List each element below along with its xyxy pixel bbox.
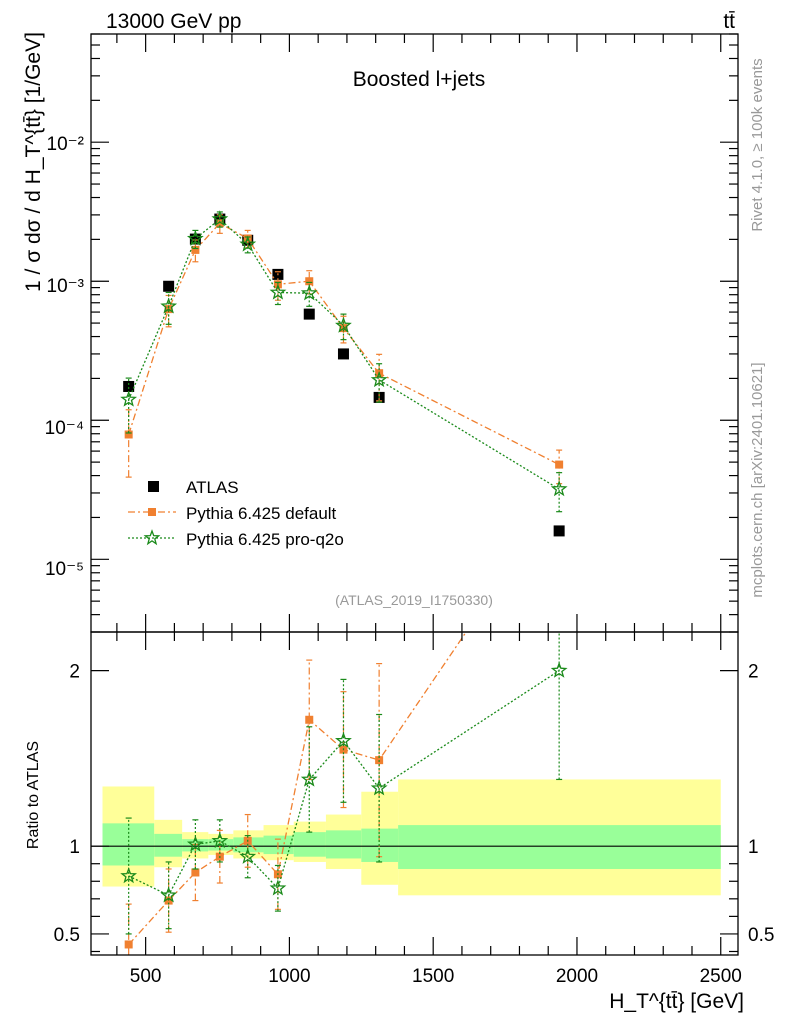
legend-atlas-label: ATLAS [186,478,239,497]
y-tick-label-1e-3: 10⁻³ [47,276,85,297]
process-label: tt̄ [723,10,735,33]
pythia-6-425-default-point [305,277,314,286]
ratio-pythia-6-425-pro-q2o-point [160,886,178,903]
pythia-6-425-pro-q2o-point [269,283,287,300]
pythia-6-425-pro-q2o-point [186,229,204,246]
ratio-pythia-6-425-pro-q2o-line [128,670,560,897]
energy-label: 13000 GeV pp [106,10,241,33]
x-tick-labels: 500 1000 1500 2000 2500 [130,966,742,987]
y-tick-labels: 10⁻² 10⁻³ 10⁻⁴ 10⁻⁵ [45,134,84,580]
ratio-pythia-6-425-default-line [128,632,467,945]
ratio-band-inner [325,830,362,859]
ratio-band-inner [398,825,721,869]
ratio-ticks [91,632,738,955]
pythia-6-425-pro-q2o-point [160,297,178,314]
mcplots-label: mcplots.cern.ch [arXiv:2401.10621] [749,362,766,597]
x-axis-label: H_T^{tt̄} [GeV] [609,990,744,1013]
ratio-y-tick-label-right: 2 [748,662,759,683]
pythia-6-425-pro-q2o-point [550,480,568,497]
ratio-pythia-6-425-pro-q2o-point [370,779,388,796]
rivet-label: Rivet 4.1.0, ≥ 100k events [749,58,766,231]
atlas-point [303,308,315,320]
x-tick-label: 500 [130,966,162,987]
y-tick-label-1e-4: 10⁻⁴ [45,418,84,439]
legend-q2o-label: Pythia 6.425 pro-q2o [186,530,344,549]
ratio-series [120,632,568,955]
legend-q2o-star [143,529,161,546]
watermark: (ATLAS_2019_I1750330) [335,592,493,608]
ratio-y-axis-label: Ratio to ATLAS [25,741,42,849]
ratio-y-tick-label-right: 1 [748,837,759,858]
x-tick-label: 1000 [268,966,310,987]
ratio-band-inner [263,835,294,855]
x-tick-label: 2000 [556,966,598,987]
pythia-6-425-default-point [215,219,224,228]
ratio-pythia-6-425-pro-q2o-point [239,847,257,864]
ratio-pythia-6-425-pro-q2o-point [334,731,352,748]
x-tick-label: 1500 [412,966,454,987]
pythia-6-425-pro-q2o-line [128,218,560,490]
ratio-pythia-6-425-pro-q2o-point [300,770,318,787]
ratio-y-tick-label-left: 2 [69,662,80,683]
legend-default-marker [148,508,156,516]
ratio-uncertainty-bands [102,779,721,896]
pythia-6-425-pro-q2o-point [370,371,388,388]
ratio-y-tick-label-right: 0.5 [748,925,774,946]
pythia-6-425-pro-q2o-point [300,284,318,301]
main-plot: Boosted l+jets (ATLAS_2019_I1750330) 10⁻… [22,32,739,633]
ratio-plot-frame [90,631,739,956]
y-tick-label-1e-5: 10⁻⁵ [45,559,84,580]
pythia-6-425-pro-q2o-point [120,390,138,407]
pythia-6-425-pro-q2o-point [335,316,352,333]
ratio-band-inner [154,833,183,857]
atlas-point [337,348,349,360]
pythia-6-425-pro-q2o-point [211,210,229,227]
ratio-pythia-6-425-pro-q2o-point [269,879,287,896]
atlas-point [553,525,565,537]
plot-title: Boosted l+jets [353,68,486,91]
pythia-6-425-pro-q2o-point [239,235,257,252]
legend-q2o-marker [143,529,161,546]
main-y-axis-label: 1 / σ dσ / d H_T^{tt̄} [1/GeV] [22,32,45,292]
ratio-band-inner [293,832,326,857]
pythia-6-425-default-point [191,245,200,254]
ratio-pythia-6-425-default-point [191,868,200,877]
ratio-y-tick-labels: 0.5 0.5 1 1 2 2 [54,662,775,946]
pythia-6-425-default-line [128,222,560,466]
atlas-point [163,280,175,292]
legend-atlas-marker [148,481,159,492]
y-tick-label-1e-2: 10⁻² [47,134,85,155]
main-plot-ticks [91,33,738,633]
pythia-6-425-default-point [555,460,564,469]
ratio-pythia-6-425-pro-q2o-point [186,835,204,852]
legend-default-label: Pythia 6.425 default [186,504,337,523]
ratio-pythia-6-425-pro-q2o-point [550,661,568,678]
ratio-pythia-6-425-default-point [124,940,133,949]
main-plot-series [120,210,568,537]
x-tick-label: 2500 [700,966,742,987]
ratio-pythia-6-425-default-point [305,715,314,724]
legend: ATLAS Pythia 6.425 default Pythia 6.425 … [128,478,344,549]
ratio-plot: 0.5 0.5 1 1 2 2 500 1000 1500 2000 2500 Ratio to … [25,631,775,1013]
ratio-y-tick-label-left: 0.5 [54,925,80,946]
pythia-6-425-default-point [124,430,133,439]
ratio-pythia-6-425-pro-q2o-point [211,832,229,849]
ratio-pythia-6-425-pro-q2o-point [120,867,138,884]
atlas-point [123,380,135,392]
ratio-y-tick-label-left: 1 [69,837,80,858]
